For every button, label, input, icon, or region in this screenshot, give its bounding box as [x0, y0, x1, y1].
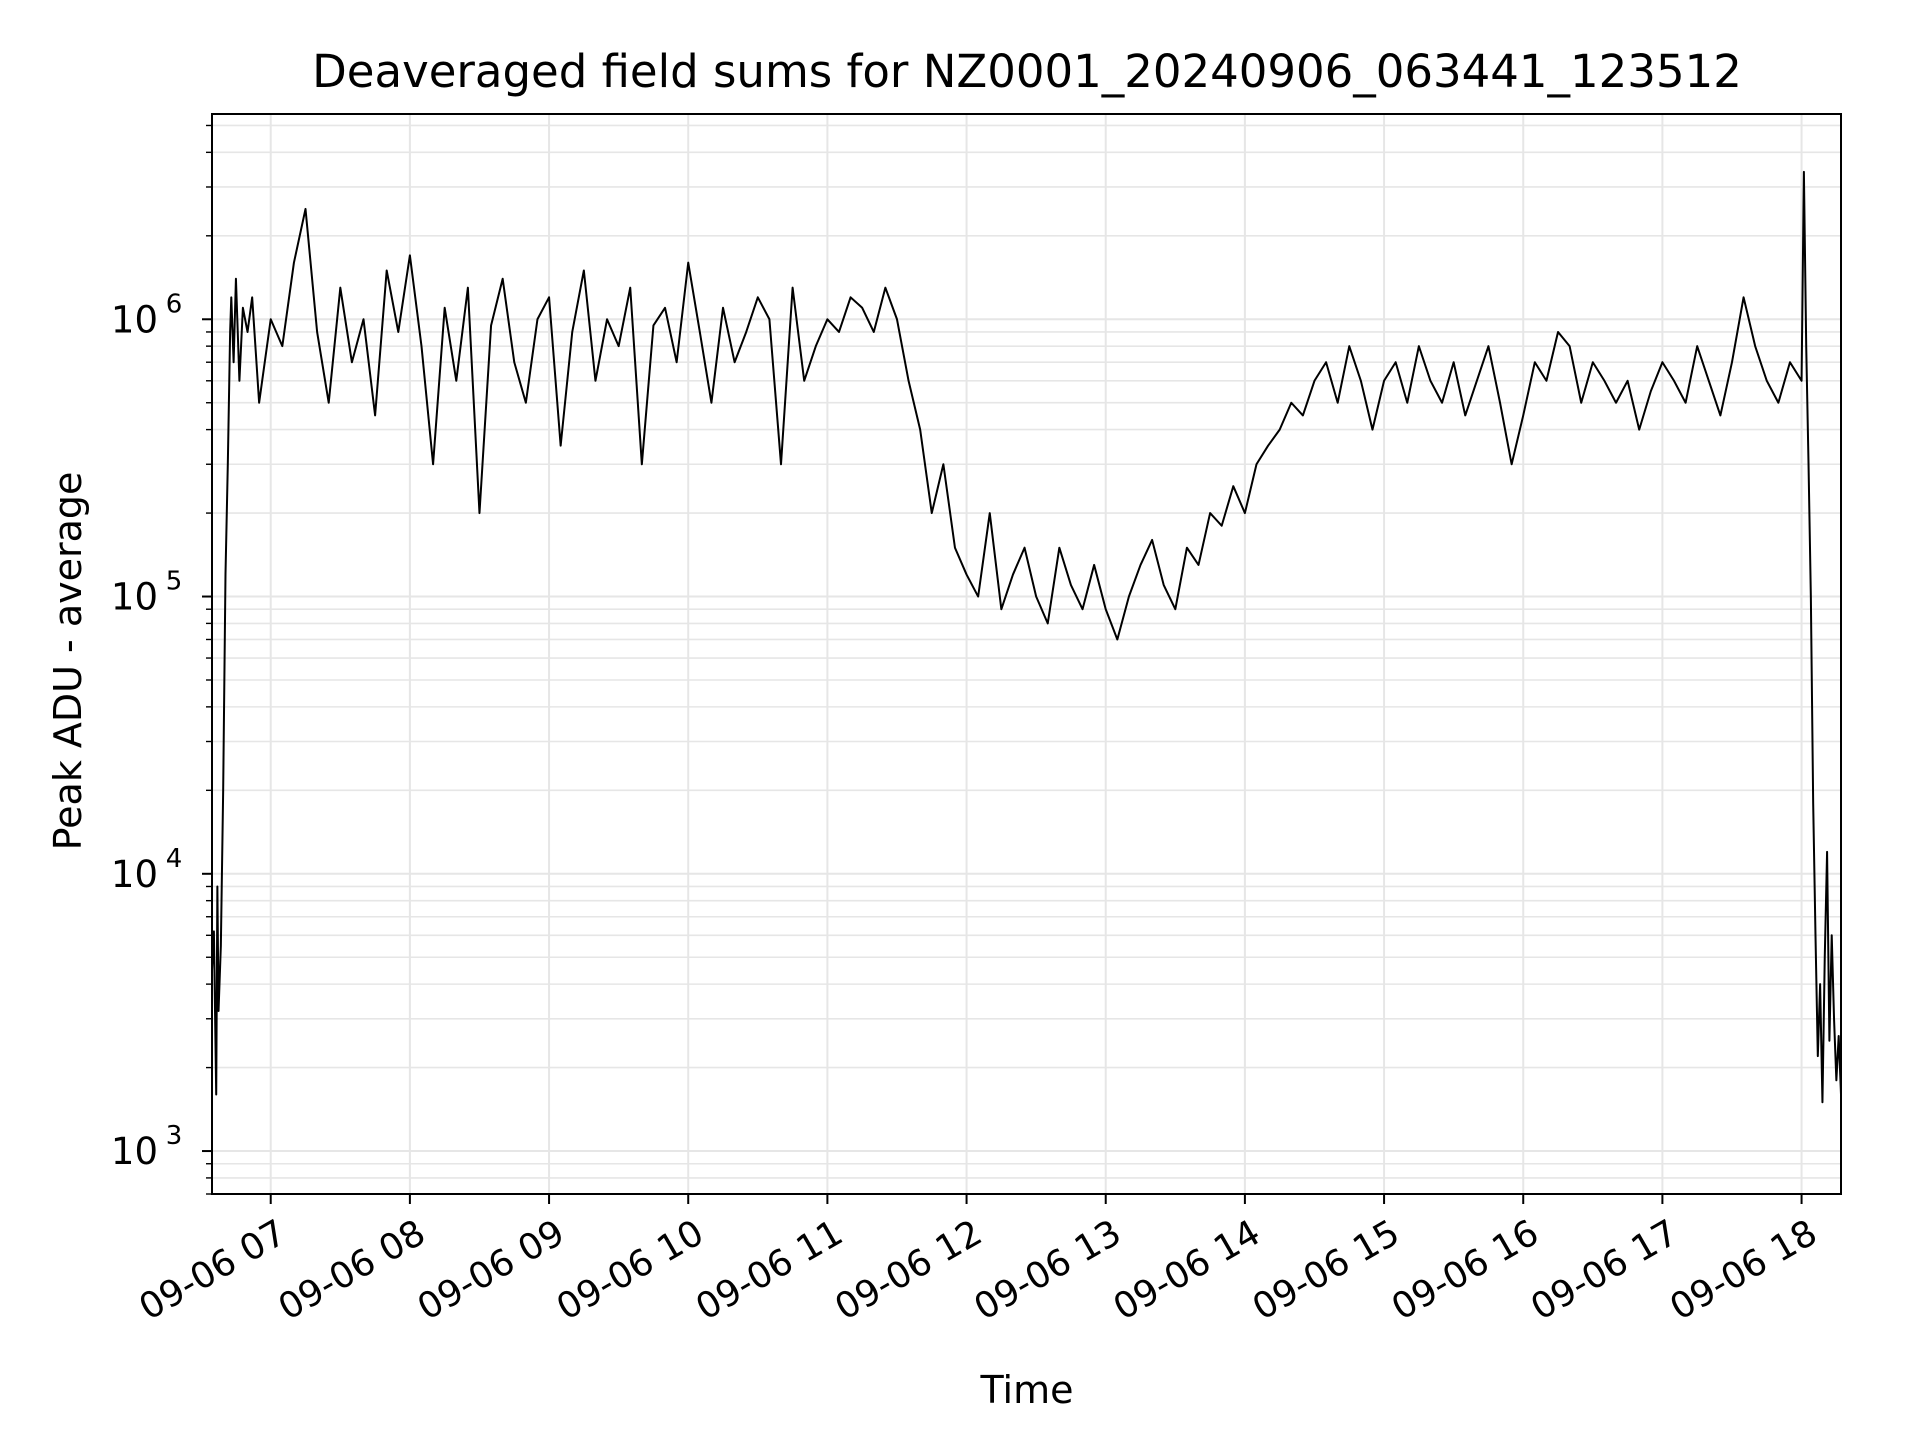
grid-layer	[212, 114, 1841, 1195]
y-tick-label-2: 10 5	[111, 567, 182, 619]
chart-title: Deaveraged field sums for NZ0001_2024090…	[312, 45, 1742, 98]
y-tick-base-3: 10	[111, 298, 158, 341]
y-axis-label: Peak ADU - average	[46, 472, 90, 851]
series-layer	[211, 170, 1842, 1104]
y-tick-label-1: 10 4	[111, 844, 182, 896]
y-tick-label-3: 10 6	[111, 289, 182, 341]
series-line	[211, 170, 1842, 1104]
y-tick-base-1: 10	[111, 853, 158, 896]
y-tick-label-0: 10 3	[111, 1121, 182, 1173]
y-tick-exp-3: 6	[166, 289, 183, 319]
y-tick-base-2: 10	[111, 576, 158, 619]
plot-frame	[211, 113, 1842, 1195]
y-tick-exp-2: 5	[166, 567, 183, 597]
y-tick-exp-1: 4	[166, 844, 183, 874]
y-tick-base-0: 10	[111, 1130, 158, 1173]
y-tick-exp-0: 3	[166, 1121, 183, 1151]
x-axis-label: Time	[980, 1368, 1074, 1412]
